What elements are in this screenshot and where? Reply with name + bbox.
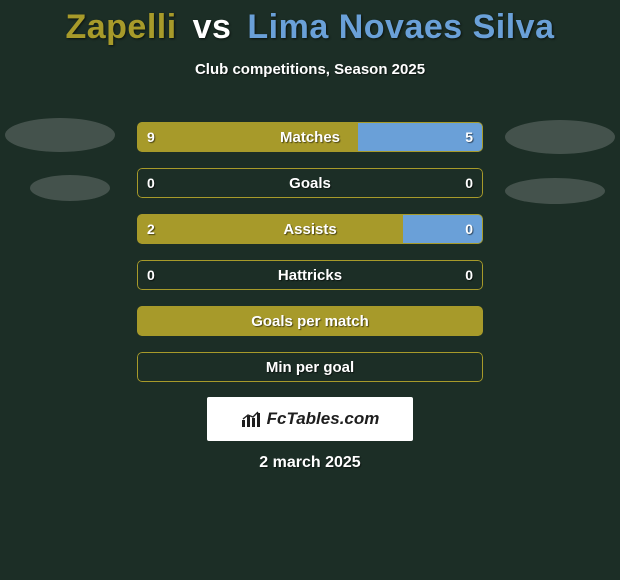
stat-row: 95Matches [137, 122, 483, 152]
stat-left-value: 0 [137, 168, 165, 198]
bar-fill-right [358, 122, 483, 152]
stat-bars-container: 95Matches00Goals20Assists00HattricksGoal… [137, 122, 483, 398]
bar-outline [137, 352, 483, 382]
stat-row: 0 0Hattricks [137, 260, 483, 290]
player2-silhouette-ellipse-b [505, 178, 605, 204]
stat-row: Goals per match [137, 306, 483, 336]
stat-label: Min per goal [137, 352, 483, 382]
stat-label: Hattricks [137, 260, 483, 290]
bar-outline [137, 260, 483, 290]
subtitle: Club competitions, Season 2025 [0, 61, 620, 78]
bar-outline [137, 168, 483, 198]
stat-left-value: 0 [137, 260, 165, 290]
player2-name: Lima Novaes Silva [247, 8, 554, 46]
player1-name: Zapelli [65, 8, 176, 46]
comparison-title: Zapelli vs Lima Novaes Silva [0, 0, 620, 47]
stat-label: Goals [137, 168, 483, 198]
chart-bars-icon [241, 410, 263, 428]
bar-fill-left [137, 122, 358, 152]
bar-fill-right [403, 214, 483, 244]
player2-silhouette-ellipse-a [505, 120, 615, 154]
stat-row: Min per goal [137, 352, 483, 382]
fctables-logo: FcTables.com [207, 397, 413, 441]
stat-right-value: 0 [455, 168, 483, 198]
bar-fill-full [137, 306, 483, 336]
stat-right-value: 0 [455, 260, 483, 290]
player1-silhouette-ellipse-b [30, 175, 110, 201]
player1-silhouette-ellipse-a [5, 118, 115, 152]
bar-fill-left [137, 214, 403, 244]
vs-label: vs [193, 8, 232, 46]
stat-row: 0 0Goals [137, 168, 483, 198]
footer-date: 2 march 2025 [0, 454, 620, 472]
logo-text: FcTables.com [267, 409, 380, 429]
stat-row: 20Assists [137, 214, 483, 244]
